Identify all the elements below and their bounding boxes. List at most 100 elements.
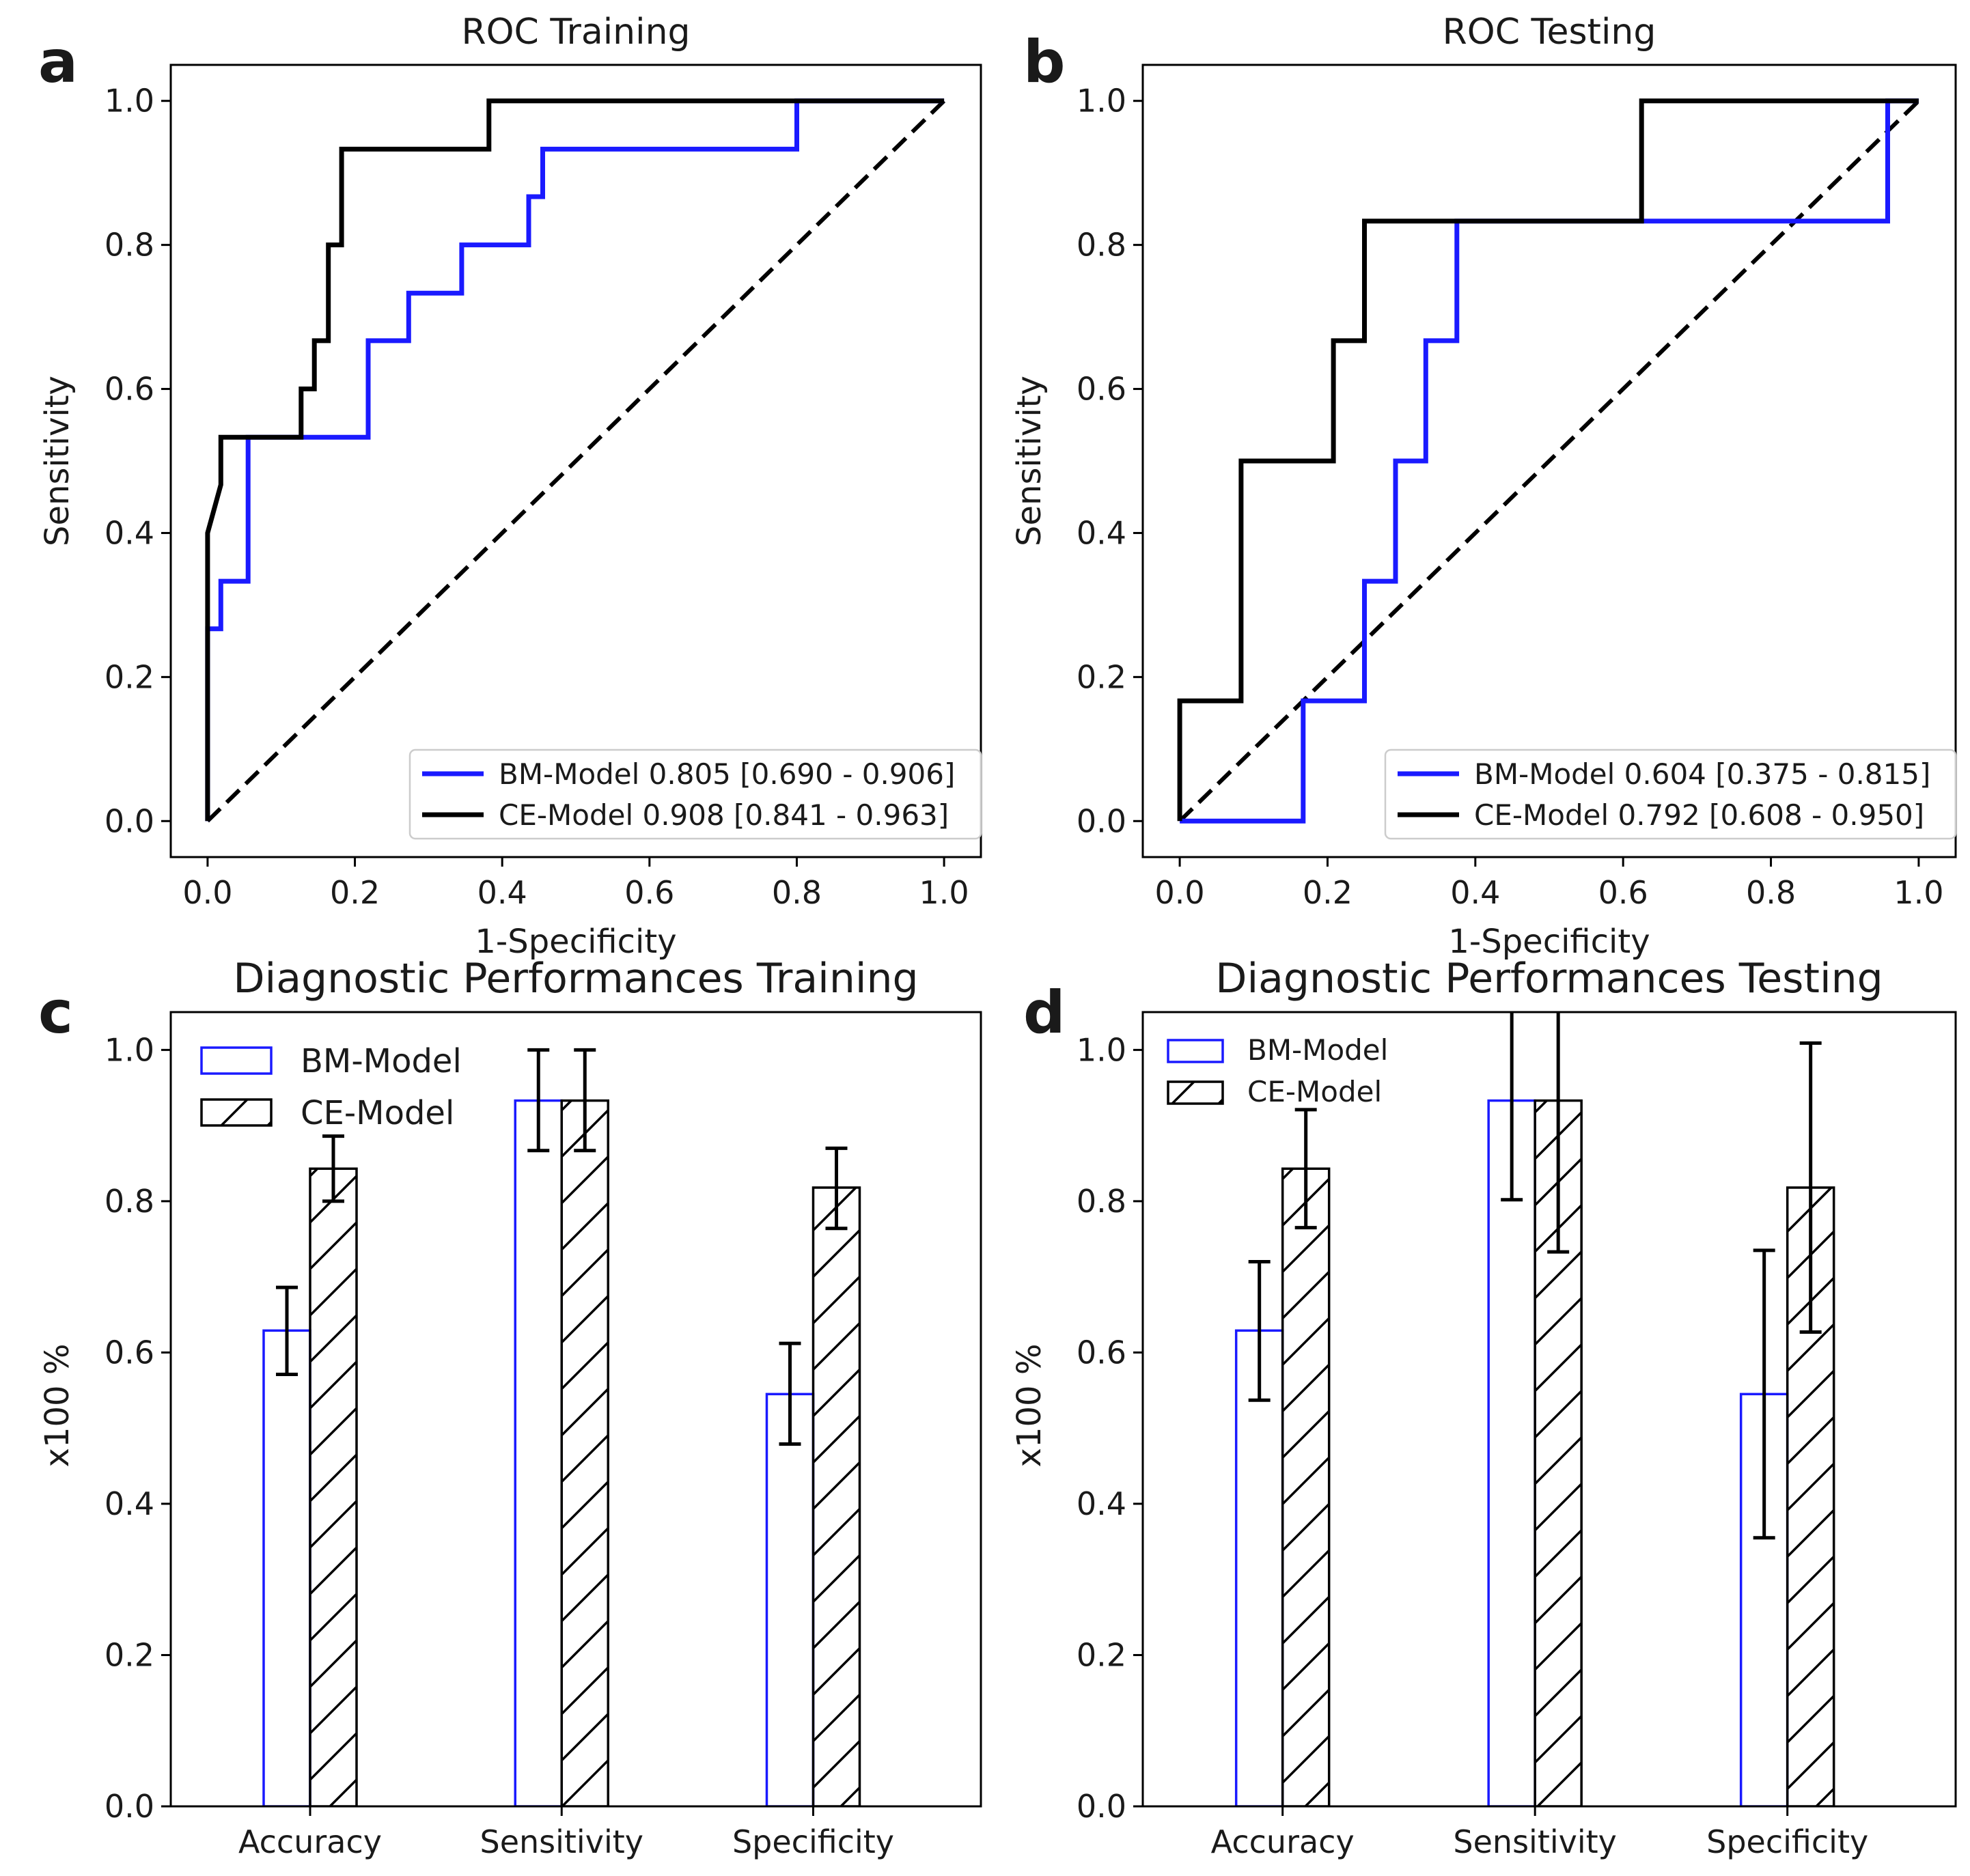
panel-b-title: ROC Testing [1443,12,1656,53]
panel-c-ytick-label: 0.8 [105,1183,154,1220]
panel-c-errorbar-ce [825,1146,848,1231]
panel-b-ylabel: Sensitivity [1010,376,1049,546]
panel-a-chance-diagonal [206,99,946,823]
panel-d-ytick-label: 1.0 [1077,1031,1126,1068]
panel-d-bar-bm [1234,1329,1284,1806]
panel-c-frame [169,1011,982,1808]
panel-c-category-label: Sensitivity [480,1823,643,1860]
panel-d-errorbar-bm [1501,1012,1523,1202]
panel-a-ytick-label: 0.2 [105,658,154,695]
panel-b-xtick-label: 0.2 [1303,874,1352,911]
panel-b-ytick-label: 0.2 [1077,658,1126,695]
panel-c-bar-bm [765,1392,815,1806]
panel-b-ytick-label: 0.6 [1077,371,1126,408]
panel-a-ytick-label: 0.4 [105,514,154,551]
panel-a-xtick-label: 0.0 [182,874,232,911]
panel-b-roc-bm-line [1180,98,1919,824]
panel-d-ytick-label: 0.8 [1077,1183,1126,1220]
panel-b-xtick-label: 0.4 [1450,874,1500,911]
panel-a-xtick-label: 0.2 [330,874,380,911]
panel-b-xtick-label: 0.8 [1746,874,1796,911]
panel-c-bar-ce [309,1167,358,1806]
panel-d-category-label: Accuracy [1211,1823,1355,1860]
panel-b-letter: b [1023,28,1066,96]
panel-b-ytick-label: 0.8 [1077,227,1126,264]
panel-c-category-label: Specificity [732,1823,894,1860]
panel-c-bar-ce [811,1186,861,1806]
panel-b-frame [1141,64,1957,858]
panel-a-legend-bm-label: BM-Model 0.805 [0.690 - 0.906] [499,757,955,791]
panel-b-roc-testing: b ROC Testing 0.0 0.2 0.4 0.6 0.8 1.0 0.0 0.2 0… [1010,12,1957,961]
panel-d-ytick-label: 0.6 [1077,1334,1126,1371]
panel-d-errorbar-ce [1799,1041,1822,1334]
panel-c-ytick-label: 0.0 [105,1788,154,1825]
panel-c-bar-bm [514,1099,563,1806]
panel-a-ytick-label: 0.6 [105,371,154,408]
panel-d-errorbar-ce [1294,1108,1317,1230]
panel-c-ytick-label: 0.2 [105,1636,154,1673]
panel-a-xtick-label: 1.0 [919,874,969,911]
panel-c-diagnostic-training: c Diagnostic Performances Training Accur… [38,955,982,1860]
panel-c-legend-bm-label: BM-Model [301,1042,462,1080]
panel-d-ytick-label: 0.2 [1077,1636,1126,1673]
panel-a-roc-training: a ROC Training 0.0 0.2 0.4 0.6 0.8 1.0 0.0 0.2… [38,12,982,961]
panel-b-xtick-label: 0.0 [1155,874,1205,911]
panel-c-errorbar-bm [527,1048,550,1153]
panel-b-roc-ce-line [1177,98,1919,822]
panel-a-frame [169,64,982,858]
panel-d-diagnostic-testing: d Diagnostic Performances Testing Accura… [1010,955,1957,1860]
panel-a-letter: a [38,28,78,96]
panel-c-errorbar-ce [322,1134,344,1203]
panel-d-bar-bm [1487,1099,1536,1806]
panel-c-bar-ce [560,1099,609,1806]
panel-c-legend-ce-label: CE-Model [301,1094,454,1132]
panel-a-ytick-label: 0.0 [105,802,154,839]
panel-b-xlabel: 1-Specificity [1448,923,1650,961]
panel-d-errorbar-ce [1547,1012,1570,1254]
panel-d-ytick-label: 0.4 [1077,1485,1126,1522]
panel-d-legend-bm-swatch [1167,1039,1224,1063]
panel-c-errorbar-bm [275,1285,298,1377]
panel-c-bar-bm [262,1329,311,1806]
panel-b-legend: BM-Model 0.604 [0.375 - 0.815] CE-Model … [1384,748,1957,840]
panel-d-legend: BM-Model CE-Model [1167,1033,1388,1108]
panel-c-errorbar-bm [779,1341,801,1446]
panel-d-legend-ce-swatch [1167,1080,1224,1105]
panel-b-xtick-label: 0.6 [1598,874,1648,911]
panel-c-ytick-label: 0.6 [105,1334,154,1371]
panel-a-ytick-label: 1.0 [105,83,154,120]
panel-a-xtick-label: 0.8 [772,874,822,911]
panel-c-legend-ce-swatch [200,1098,273,1127]
panel-d-category-label: Specificity [1706,1823,1868,1860]
panel-d-bar-ce [1281,1167,1331,1806]
panel-c-errorbar-ce [574,1048,596,1153]
panel-a-xtick-label: 0.4 [477,874,527,911]
panel-b-legend-bm-label: BM-Model 0.604 [0.375 - 0.815] [1474,757,1930,791]
panel-d-title: Diagnostic Performances Testing [1215,955,1883,1003]
panel-b-legend-box [1384,748,1957,840]
panel-b-legend-ce-label: CE-Model 0.792 [0.608 - 0.950] [1474,798,1924,832]
panel-d-ytick-label: 0.0 [1077,1788,1126,1825]
panel-c-category-label: Accuracy [238,1823,382,1860]
panel-c-title: Diagnostic Performances Training [233,955,918,1003]
panel-a-legend: BM-Model 0.805 [0.690 - 0.906] CE-Model … [408,748,982,840]
panel-b-ytick-label: 0.0 [1077,802,1126,839]
panel-d-category-label: Sensitivity [1453,1823,1616,1860]
panel-d-ylabel: x100 % [1010,1344,1049,1468]
panel-a-xlabel: 1-Specificity [475,923,676,961]
panel-d-errorbar-bm [1753,1248,1775,1540]
panel-a-ylabel: Sensitivity [38,376,77,546]
panel-b-xtick-label: 1.0 [1893,874,1943,911]
panel-c-letter: c [38,979,73,1047]
panel-c-legend-bm-swatch [200,1046,273,1075]
panel-c-legend: BM-Model CE-Model [200,1042,462,1132]
panel-b-ytick-label: 0.4 [1077,514,1126,551]
panel-a-legend-ce-label: CE-Model 0.908 [0.841 - 0.963] [499,798,949,832]
panel-a-xtick-label: 0.6 [624,874,674,911]
panel-c-ytick-label: 0.4 [105,1485,154,1522]
panel-c-ylabel: x100 % [38,1344,77,1468]
panel-a-title: ROC Training [461,12,690,53]
panel-b-ytick-label: 1.0 [1077,83,1126,120]
panel-a-legend-box [408,748,982,840]
